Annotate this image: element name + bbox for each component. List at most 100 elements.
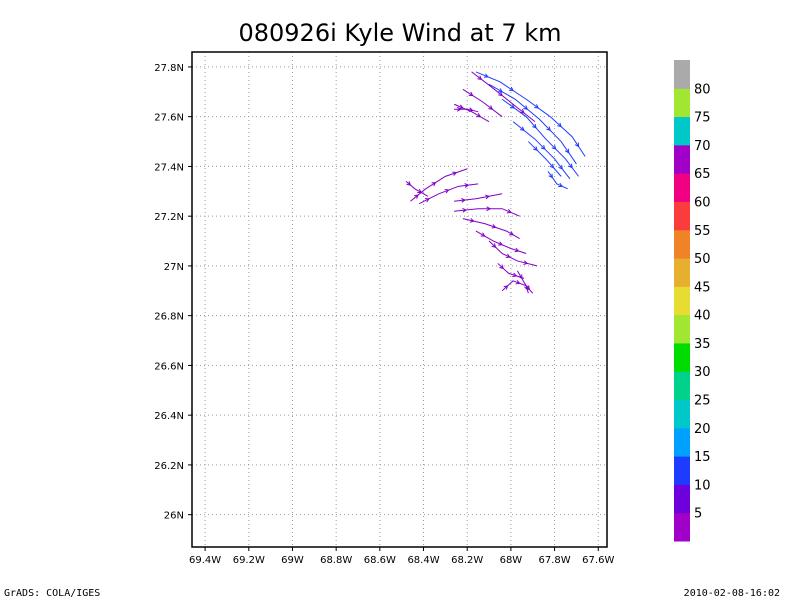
- streamline: [488, 83, 577, 165]
- streamline: [488, 240, 538, 267]
- x-tick-label: 68W: [500, 555, 523, 566]
- streamline-arrow: [509, 231, 514, 236]
- streamline: [501, 98, 580, 177]
- streamline-arrow: [464, 183, 470, 188]
- streamline-arrow: [510, 104, 516, 109]
- streamline-arrow: [498, 88, 504, 93]
- streamline-arrow: [456, 106, 462, 112]
- colorbar-label: 50: [694, 252, 711, 267]
- streamline-arrow: [406, 181, 412, 186]
- colorbar-segment: [674, 144, 690, 174]
- streamline-arrow: [514, 247, 520, 253]
- streamlines: [405, 71, 586, 294]
- streamline-arrow: [417, 188, 423, 194]
- grid: [192, 52, 607, 547]
- colorbar-label: 80: [694, 82, 711, 97]
- colorbar-label: 55: [694, 224, 711, 239]
- colorbar-segment: [674, 116, 690, 146]
- streamline-arrow: [498, 241, 504, 246]
- x-tick-label: 69W: [281, 555, 304, 566]
- colorbar-segment: [674, 342, 690, 372]
- plot-frame: [191, 51, 608, 548]
- streamline-arrow: [523, 105, 529, 110]
- colorbar-label: 35: [694, 337, 711, 352]
- colorbar-segment: [674, 512, 690, 542]
- y-tick-label: 26.6N: [154, 361, 184, 372]
- streamline: [453, 103, 490, 123]
- streamline-arrow: [444, 189, 450, 194]
- colorbar-segment: [674, 173, 690, 202]
- streamline-arrow: [524, 285, 529, 291]
- streamline-arrow: [564, 148, 570, 154]
- streamline-arrow: [549, 163, 555, 169]
- streamline-arrow: [519, 126, 525, 132]
- streamline-arrow: [523, 260, 529, 265]
- streamline: [462, 88, 503, 118]
- colorbar-segment: [674, 399, 690, 429]
- streamline-arrow: [468, 107, 474, 113]
- streamline: [547, 171, 568, 190]
- colorbar-segment: [674, 258, 690, 287]
- colorbar-label: 40: [694, 309, 711, 324]
- colorbar-segment: [674, 88, 690, 118]
- colorbar-segment: [674, 484, 690, 514]
- colorbar-label: 65: [694, 167, 711, 182]
- streamline-arrow: [509, 86, 514, 92]
- streamline-arrow: [546, 126, 551, 132]
- colorbar-label: 70: [694, 139, 711, 154]
- streamline-arrow: [424, 198, 430, 203]
- streamline: [454, 108, 479, 113]
- streamline-arrow: [534, 104, 540, 109]
- colorbar: 5 10 15 20 25 30 35 40 45 50 55 60 65 70 75 80: [674, 60, 711, 542]
- y-tick-label: 27.2N: [154, 212, 184, 223]
- streamline-arrow: [503, 285, 509, 290]
- streamline: [517, 270, 529, 294]
- streamline-arrow: [477, 75, 483, 80]
- streamline-arrow: [506, 208, 512, 214]
- colorbar-label: 30: [694, 365, 711, 380]
- colorbar-label: 45: [694, 280, 711, 295]
- streamline-arrow: [519, 109, 525, 114]
- y-tick-label: 27.6N: [154, 113, 184, 124]
- streamline-arrow: [532, 123, 537, 129]
- footer-timestamp: 2010-02-08-16:02: [683, 588, 780, 599]
- streamline-arrow: [483, 73, 489, 78]
- streamline-arrow: [491, 224, 497, 229]
- colorbar-label: 10: [694, 478, 711, 493]
- streamline-arrow: [431, 182, 437, 187]
- x-tick-label: 68.4W: [407, 555, 439, 566]
- colorbar-label: 20: [694, 422, 711, 437]
- streamline-arrow: [485, 194, 491, 200]
- colorbar-label: 15: [694, 450, 711, 465]
- x-tick-label: 69.4W: [189, 555, 221, 566]
- streamline-arrow: [491, 243, 497, 248]
- y-tick-label: 26.8N: [154, 312, 184, 323]
- x-tick-label: 68.2W: [451, 555, 483, 566]
- streamline-arrow: [452, 171, 458, 176]
- colorbar-segment: [674, 201, 690, 231]
- streamline: [454, 193, 503, 202]
- streamline-arrow: [476, 113, 482, 118]
- streamline-arrow: [548, 173, 553, 179]
- colorbar-segment: [674, 456, 690, 485]
- streamline-arrow: [505, 253, 511, 258]
- y-tick-label: 26.4N: [154, 411, 184, 422]
- streamline: [410, 168, 468, 202]
- colorbar-segment: [674, 60, 690, 89]
- streamline-arrow: [488, 105, 494, 110]
- streamline-arrow: [551, 145, 557, 150]
- streamline-arrow: [568, 163, 573, 169]
- streamline-arrow: [462, 207, 468, 213]
- colorbar-label: 60: [694, 195, 711, 210]
- colorbar-label: 5: [694, 507, 702, 522]
- y-tick-label: 26N: [164, 511, 184, 522]
- streamline-arrow: [518, 274, 523, 280]
- streamline-arrow: [486, 206, 492, 212]
- colorbar-segment: [674, 286, 690, 316]
- streamline-arrow: [515, 279, 521, 285]
- streamline: [528, 141, 562, 177]
- x-tick-label: 68.6W: [364, 555, 396, 566]
- streamline-arrow: [414, 194, 419, 199]
- streamline-arrow: [558, 164, 563, 170]
- streamline-arrow: [558, 182, 564, 188]
